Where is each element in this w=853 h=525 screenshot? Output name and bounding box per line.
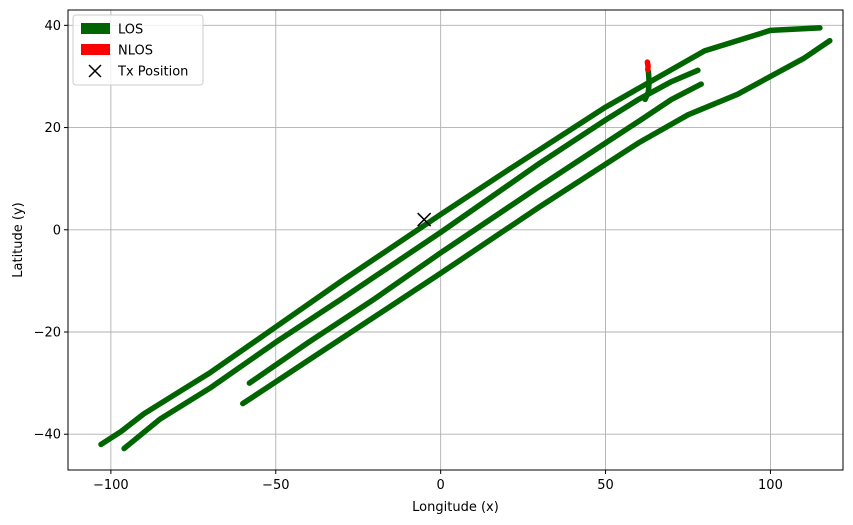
series-line	[240, 37, 833, 407]
y-tick-label: 0	[53, 223, 61, 238]
series-line	[642, 68, 652, 103]
series-point	[642, 96, 648, 102]
x-axis: −100 −50 0 50 100	[93, 470, 783, 493]
series-point	[98, 441, 104, 447]
plot-frame	[67, 9, 844, 471]
series-point	[817, 25, 823, 31]
grid	[68, 10, 843, 470]
series-point	[240, 401, 246, 407]
x-tick-label: 0	[437, 478, 445, 493]
x-tick-label: −50	[262, 478, 289, 493]
x-tick-label: 100	[758, 478, 783, 493]
series-point	[246, 380, 252, 386]
tx-marker-stroke	[417, 212, 432, 227]
y-tick-label: 20	[44, 121, 61, 136]
x-tick-label: 50	[597, 478, 614, 493]
y-axis-title: Latitude (y)	[11, 202, 26, 277]
series-point	[644, 59, 650, 65]
series-point	[695, 67, 701, 73]
y-tick-label: −20	[34, 326, 61, 341]
y-tick-label: 40	[44, 19, 61, 34]
series-line	[121, 67, 701, 452]
legend: LOS NLOS Tx Position	[72, 14, 204, 86]
series-point	[827, 38, 833, 44]
legend-label: LOS	[118, 23, 143, 38]
series-point	[645, 67, 651, 73]
series-layer	[98, 25, 833, 452]
legend-label: Tx Position	[117, 65, 188, 80]
series-line	[246, 81, 704, 386]
x-axis-title: Longitude (x)	[412, 500, 499, 515]
legend-marker-stroke	[88, 64, 102, 78]
series-point	[121, 446, 127, 452]
x-tick-label: −100	[93, 478, 129, 493]
tx-position-marker	[417, 212, 432, 227]
legend-swatch	[81, 44, 110, 55]
legend-swatch	[81, 23, 110, 34]
legend-label: NLOS	[118, 44, 153, 59]
series-point	[698, 81, 704, 87]
y-tick-label: −40	[34, 428, 61, 443]
series-line	[98, 25, 823, 448]
y-axis: −40 −20 0 20 40	[34, 19, 68, 443]
